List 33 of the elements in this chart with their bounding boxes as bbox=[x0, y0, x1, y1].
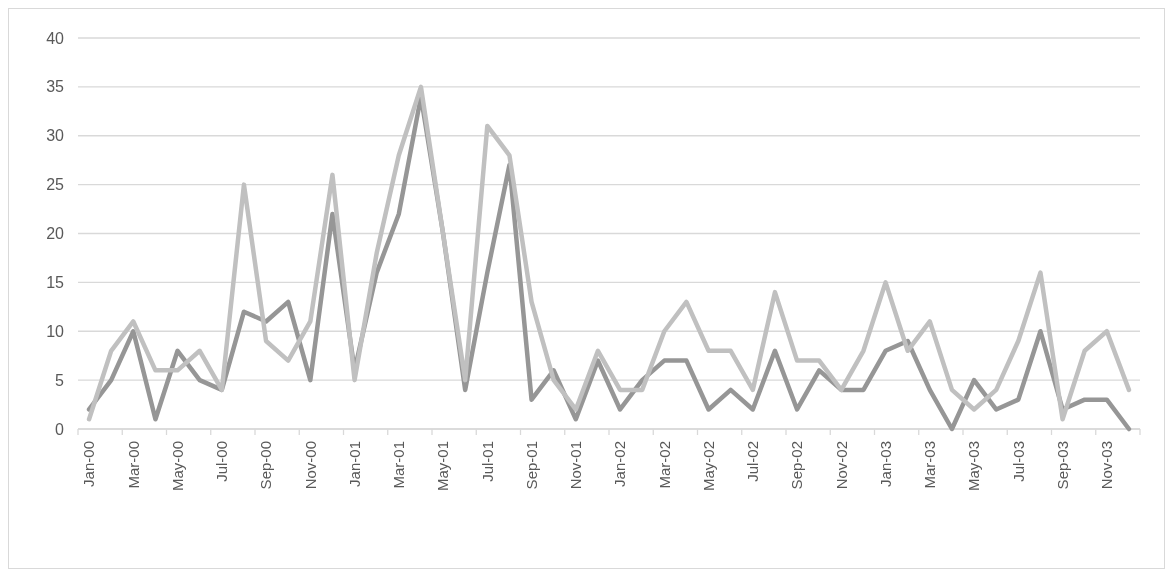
y-tick-label: 25 bbox=[46, 176, 65, 194]
x-tick-label: Jan-00 bbox=[80, 441, 98, 487]
x-tick-label: Sep-01 bbox=[522, 441, 540, 490]
y-tick-label: 40 bbox=[46, 29, 65, 47]
x-tick-label: Jul-02 bbox=[744, 441, 762, 482]
x-tick-label: Sep-00 bbox=[257, 441, 275, 490]
x-tick-label: Nov-00 bbox=[301, 441, 319, 490]
x-tick-label: Nov-03 bbox=[1098, 441, 1116, 490]
y-tick-label: 15 bbox=[46, 273, 65, 291]
y-tick-label: 0 bbox=[55, 420, 65, 438]
x-tick-label: Mar-01 bbox=[390, 441, 408, 489]
x-tick-label: Sep-03 bbox=[1053, 441, 1071, 490]
x-tick-label: Sep-02 bbox=[788, 441, 806, 490]
x-tick-label: May-00 bbox=[168, 441, 186, 492]
x-tick-label: May-02 bbox=[699, 441, 717, 492]
y-tick-label: 35 bbox=[46, 78, 65, 96]
y-tick-label: 20 bbox=[46, 225, 65, 243]
x-tick-label: Mar-03 bbox=[921, 441, 939, 489]
x-tick-label: Jul-00 bbox=[213, 441, 231, 482]
x-tick-label: Mar-00 bbox=[124, 441, 142, 489]
x-tick-label: Jul-01 bbox=[478, 441, 496, 482]
x-tick-label: Jul-03 bbox=[1009, 441, 1027, 482]
x-tick-label: Nov-01 bbox=[567, 441, 585, 490]
x-tick-label: May-01 bbox=[434, 441, 452, 492]
y-tick-label: 30 bbox=[46, 127, 65, 145]
x-tick-label: Jan-01 bbox=[345, 441, 363, 487]
x-tick-label: May-03 bbox=[965, 441, 983, 492]
x-tick-label: Jan-03 bbox=[876, 441, 894, 487]
y-tick-label: 5 bbox=[55, 371, 65, 389]
y-tick-label: 10 bbox=[46, 322, 65, 340]
x-tick-label: Jan-02 bbox=[611, 441, 629, 487]
x-tick-label: Mar-02 bbox=[655, 441, 673, 489]
x-tick-label: Nov-02 bbox=[832, 441, 850, 490]
